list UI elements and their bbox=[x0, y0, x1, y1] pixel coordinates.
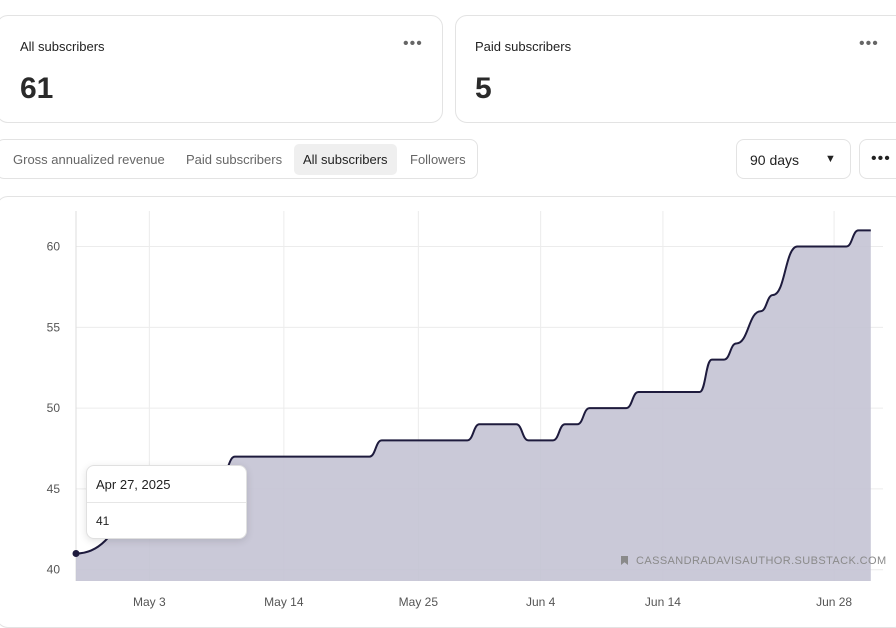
y-tick-label: 60 bbox=[47, 240, 61, 254]
chart-tooltip: Apr 27, 2025 41 bbox=[86, 465, 247, 539]
y-tick-label: 45 bbox=[47, 482, 61, 496]
ellipsis-icon[interactable]: ••• bbox=[403, 35, 423, 52]
ellipsis-icon: ••• bbox=[871, 150, 891, 167]
tab-followers[interactable]: Followers bbox=[410, 152, 466, 167]
metric-tabs: Gross annualized revenue Paid subscriber… bbox=[0, 139, 478, 179]
tooltip-divider bbox=[87, 502, 246, 503]
all-subscribers-card: All subscribers 61 ••• bbox=[0, 15, 443, 123]
y-tick-label: 55 bbox=[47, 320, 61, 334]
all-subscribers-label: All subscribers bbox=[20, 39, 105, 54]
date-range-select[interactable]: 90 days ▼ bbox=[736, 139, 851, 179]
x-tick-label: Jun 28 bbox=[816, 595, 852, 609]
x-tick-label: Jun 4 bbox=[526, 595, 556, 609]
tab-paid-subscribers[interactable]: Paid subscribers bbox=[186, 152, 283, 167]
paid-subscribers-value: 5 bbox=[475, 72, 492, 105]
x-tick-label: May 3 bbox=[133, 595, 166, 609]
hover-point[interactable] bbox=[72, 550, 80, 558]
paid-subscribers-card: Paid subscribers 5 ••• bbox=[455, 15, 896, 123]
tab-gross-annualized-revenue[interactable]: Gross annualized revenue bbox=[13, 152, 165, 167]
series-area bbox=[76, 230, 871, 581]
watermark: CASSANDRADAVISAUTHOR.SUBSTACK.COM bbox=[621, 555, 887, 567]
x-tick-label: May 14 bbox=[264, 595, 304, 609]
paid-subscribers-label: Paid subscribers bbox=[475, 39, 572, 54]
watermark-text: CASSANDRADAVISAUTHOR.SUBSTACK.COM bbox=[636, 555, 887, 567]
chart-options-button[interactable]: ••• bbox=[859, 139, 896, 179]
x-tick-label: Jun 14 bbox=[645, 595, 681, 609]
tooltip-value: 41 bbox=[96, 514, 110, 528]
tooltip-date: Apr 27, 2025 bbox=[96, 477, 171, 492]
ellipsis-icon[interactable]: ••• bbox=[859, 35, 879, 52]
x-tick-label: May 25 bbox=[399, 595, 439, 609]
all-subscribers-value: 61 bbox=[20, 72, 54, 105]
series-line bbox=[75, 229, 871, 555]
chart-card: 40 45 50 55 60 May 3 May 14 May 25 Jun 4 Jun 14 Ju… bbox=[0, 196, 896, 628]
subscribers-chart: 40 45 50 55 60 May 3 May 14 May 25 Jun 4 Jun 14 Ju… bbox=[47, 211, 883, 609]
y-tick-label: 50 bbox=[47, 401, 61, 415]
date-range-label: 90 days bbox=[750, 152, 800, 168]
y-tick-label: 40 bbox=[47, 563, 61, 577]
tab-all-subscribers[interactable]: All subscribers bbox=[294, 144, 397, 175]
bookmark-icon bbox=[621, 556, 628, 565]
caret-down-icon: ▼ bbox=[825, 153, 836, 165]
